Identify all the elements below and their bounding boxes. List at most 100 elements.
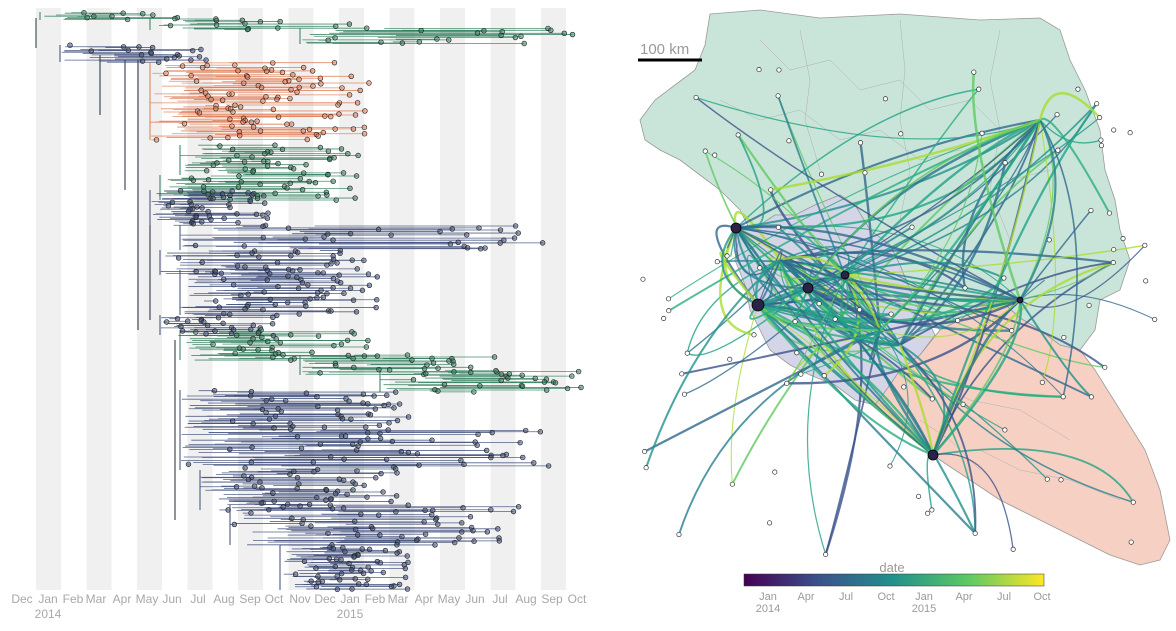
tip-node <box>285 225 292 231</box>
tip-node <box>318 81 324 87</box>
tip-node <box>179 328 186 334</box>
tip-node <box>353 309 360 315</box>
tip-node <box>430 360 437 366</box>
tip-node <box>260 306 266 313</box>
legend-tick: Oct <box>877 591 894 603</box>
tip-node <box>308 523 314 529</box>
tip-node <box>354 266 360 272</box>
month-label: Feb <box>63 592 84 606</box>
tip-node <box>517 439 523 446</box>
tip-node <box>263 397 269 404</box>
location-node <box>666 308 672 314</box>
tip-node <box>315 403 321 410</box>
tip-node <box>242 264 248 270</box>
tip-node <box>362 108 368 114</box>
tip-node <box>314 290 321 296</box>
tip-node <box>394 417 401 424</box>
tip-node <box>357 87 363 94</box>
legend-tick: Jan <box>915 591 933 603</box>
location-node <box>1127 130 1133 136</box>
tip-node <box>303 303 309 309</box>
tip-node <box>270 106 277 113</box>
tip-node <box>333 556 340 563</box>
tip-node <box>317 75 324 81</box>
tip-node <box>185 461 192 467</box>
tip-node <box>263 68 270 74</box>
tip-node <box>330 275 337 282</box>
tip-node <box>376 422 383 429</box>
tip-node <box>364 494 370 500</box>
tip-node <box>267 270 273 277</box>
tip-node <box>423 370 429 377</box>
location-node <box>1075 86 1081 92</box>
tip-node <box>234 252 240 259</box>
tip-node <box>399 533 405 540</box>
tip-node <box>176 53 182 59</box>
tip-node <box>532 375 538 382</box>
tip-node <box>365 271 372 277</box>
tip-node <box>229 123 235 129</box>
tip-node <box>262 150 268 157</box>
transmission-edge <box>733 227 809 289</box>
tip-node <box>332 563 339 570</box>
tip-node <box>193 329 199 335</box>
transmission-edge <box>773 259 846 280</box>
tip-node <box>247 198 253 205</box>
hub-node <box>927 449 939 461</box>
tip-node <box>309 349 315 356</box>
tip-node <box>237 104 244 110</box>
tip-node <box>238 179 244 185</box>
tip-node <box>482 245 488 251</box>
tip-node <box>247 393 254 399</box>
tip-node <box>405 414 412 420</box>
tip-node <box>335 102 341 108</box>
location-node <box>862 170 868 176</box>
tip-node <box>272 413 279 419</box>
tip-node <box>310 83 316 89</box>
tip-node <box>359 287 366 294</box>
tip-node <box>356 581 362 587</box>
tip-node <box>521 40 527 47</box>
tip-node <box>124 16 131 23</box>
tip-node <box>394 470 400 476</box>
transmission-edge <box>735 225 1021 302</box>
transmission-edge <box>807 287 882 340</box>
tip-node <box>172 15 178 22</box>
transmission-edge <box>1038 92 1101 121</box>
tip-node <box>91 13 97 20</box>
tip-node <box>221 310 227 317</box>
tip-node <box>340 477 347 484</box>
location-node <box>1102 364 1108 370</box>
tip-node <box>375 226 382 233</box>
tip-node <box>354 100 361 106</box>
transmission-edge <box>778 259 934 456</box>
tip-node <box>257 181 263 188</box>
transmission-edge <box>721 227 759 306</box>
tip-node <box>264 163 271 169</box>
location-node <box>1142 242 1148 248</box>
location-node <box>1002 160 1008 166</box>
tip-node <box>81 10 87 16</box>
tip-node <box>297 175 303 182</box>
tip-node <box>323 487 330 493</box>
tip-node <box>88 48 94 54</box>
tip-node <box>288 332 294 338</box>
tip-node <box>150 12 156 18</box>
tip-node <box>196 54 203 60</box>
tip-node <box>564 385 571 392</box>
transmission-edge <box>735 227 1064 398</box>
month-stripe <box>490 8 516 590</box>
tip-node <box>167 22 174 29</box>
tip-node <box>370 525 376 532</box>
tip-node <box>429 512 435 518</box>
location-node <box>775 93 781 99</box>
tip-node <box>388 583 395 590</box>
tip-node <box>244 74 251 80</box>
tip-node <box>352 195 358 201</box>
location-node <box>684 350 690 356</box>
tip-node <box>360 391 367 397</box>
tip-node <box>277 340 284 346</box>
tip-node <box>388 232 394 238</box>
tip-node <box>310 459 316 465</box>
tip-node <box>211 387 218 394</box>
